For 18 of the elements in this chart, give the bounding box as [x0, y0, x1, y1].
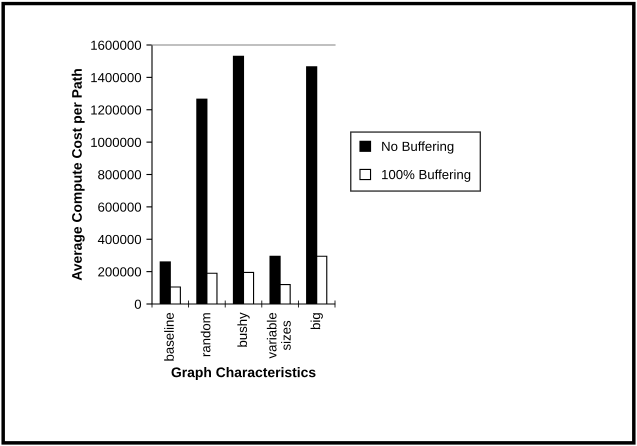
x-tick-label: variable sizes	[266, 312, 291, 358]
y-tick-label: 1200000	[91, 105, 142, 115]
y-tick-label: 400000	[98, 234, 142, 244]
x-tick-label: random	[200, 313, 210, 356]
y-tick-label: 0	[134, 300, 142, 309]
y-tick-label: 1400000	[91, 72, 142, 82]
x-tick-label: baseline	[164, 312, 174, 361]
y-tick-label: 600000	[98, 202, 142, 212]
x-tick-label: bushy	[237, 312, 250, 347]
x-tick-label: big	[310, 313, 323, 330]
legend-label: 100% Buffering	[382, 170, 470, 182]
legend-label: No Buffering	[382, 141, 454, 154]
y-tick-label: 1000000	[91, 138, 142, 148]
y-axis-title: Average Compute Cost per Path	[72, 69, 85, 280]
y-tick-label: 800000	[98, 170, 142, 180]
y-tick-label: 1600000	[91, 40, 142, 50]
y-tick-label: 200000	[98, 267, 142, 277]
x-axis-title: Graph Characteristics	[172, 367, 316, 380]
